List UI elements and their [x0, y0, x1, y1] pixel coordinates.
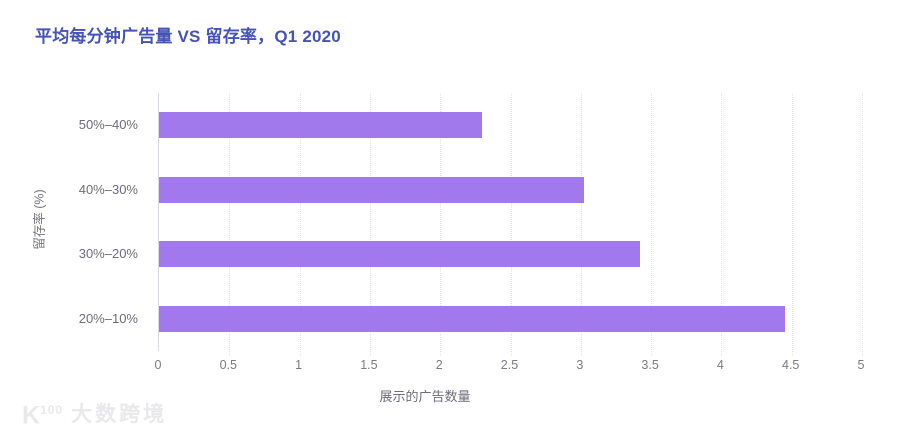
gridline [721, 93, 723, 356]
y-axis-category-label: 30%–20% [78, 246, 138, 262]
x-axis-tick-label: 1.5 [360, 358, 378, 372]
bar [159, 112, 483, 139]
gridline [862, 93, 863, 356]
chart-title: 平均每分钟广告量 VS 留存率，Q1 2020 [35, 27, 341, 46]
watermark: K100 大数跨境 [22, 398, 168, 430]
x-axis-tick-label: 0.5 [219, 358, 237, 372]
gridline [299, 93, 301, 356]
x-axis-tick-label: 1 [295, 358, 303, 372]
gridline [229, 93, 231, 356]
x-axis-tick-label: 4 [716, 358, 724, 372]
plot-area [158, 93, 863, 356]
gridline [651, 93, 653, 356]
bar [159, 241, 640, 268]
x-axis-tick-label: 3 [576, 358, 584, 372]
x-axis-tick-label: 0 [154, 358, 162, 372]
y-axis-category-label: 20%–10% [78, 310, 138, 326]
gridline [440, 93, 442, 356]
bar [159, 176, 584, 203]
x-axis-tick-label: 2 [435, 358, 443, 372]
bar [159, 305, 785, 332]
gridline [369, 93, 371, 356]
gridline [510, 93, 512, 356]
x-axis-title: 展示的广告数量 [379, 389, 471, 404]
gridline [580, 93, 582, 356]
y-axis-category-label: 40%–30% [78, 181, 138, 197]
x-axis-tick-labels: 0 0.5 1 1.5 2 2.5 3 3.5 4 4.5 5 [154, 358, 865, 374]
x-axis-tick-label: 4.5 [781, 358, 800, 372]
x-axis-tick-label: 3.5 [641, 358, 659, 372]
gridline [791, 93, 793, 356]
y-axis-category-labels: 50%–40% 40%–30% 30%–20% 20%–10% [0, 93, 148, 351]
y-axis-category-label: 50%–40% [78, 117, 138, 133]
watermark-logo-icon: K100 [22, 401, 64, 430]
x-axis-tick-label: 2.5 [500, 358, 519, 372]
x-axis-tick-label: 5 [857, 358, 865, 372]
watermark-brand-text: 大数跨境 [71, 403, 168, 427]
